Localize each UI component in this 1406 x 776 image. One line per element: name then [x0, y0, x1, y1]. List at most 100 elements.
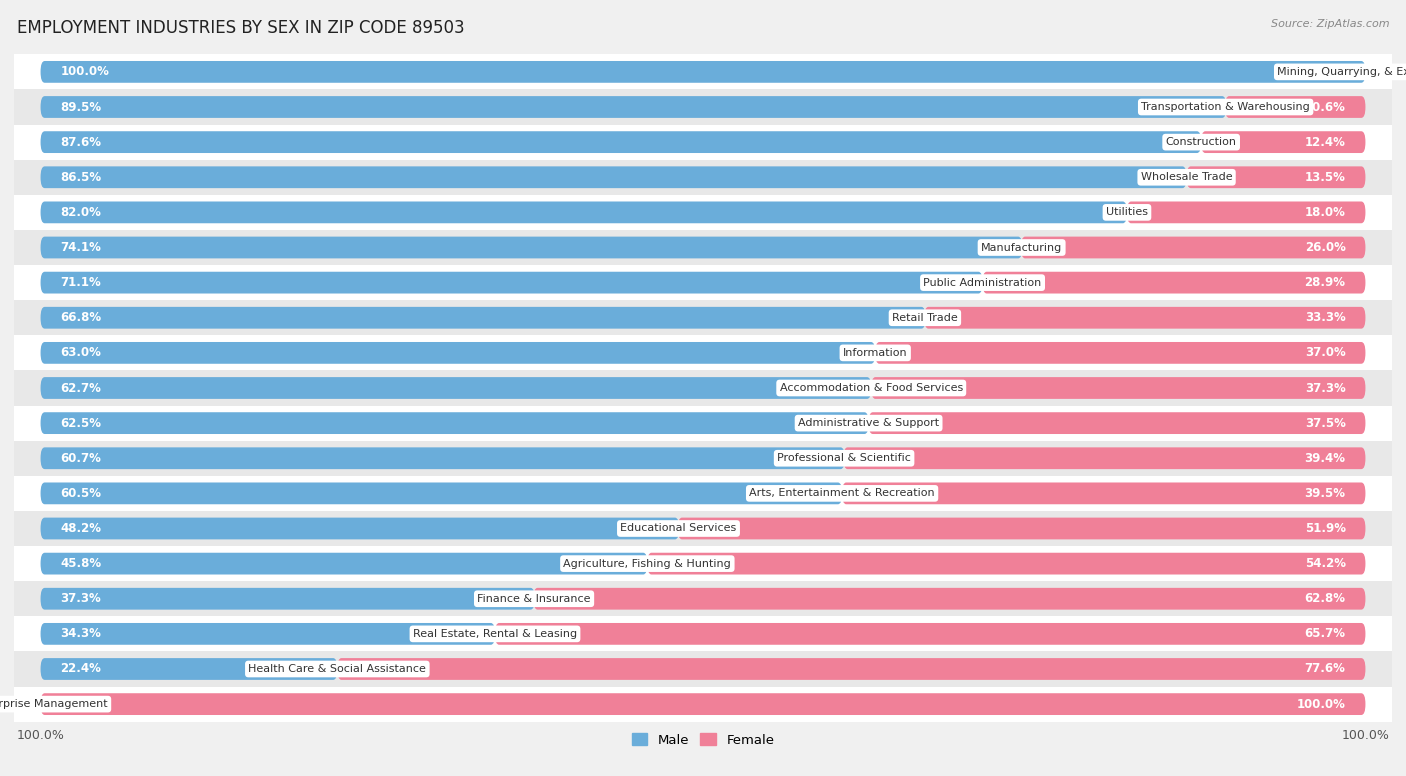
FancyBboxPatch shape [41, 518, 679, 539]
Text: 54.2%: 54.2% [1305, 557, 1346, 570]
Text: 60.7%: 60.7% [60, 452, 101, 465]
FancyBboxPatch shape [1225, 96, 1365, 118]
Text: 51.9%: 51.9% [1305, 522, 1346, 535]
Bar [14, 125, 1392, 160]
FancyBboxPatch shape [924, 307, 1365, 329]
FancyBboxPatch shape [842, 483, 1365, 504]
Text: Real Estate, Rental & Leasing: Real Estate, Rental & Leasing [413, 629, 576, 639]
FancyBboxPatch shape [1201, 131, 1365, 153]
FancyBboxPatch shape [41, 342, 876, 364]
Text: 62.5%: 62.5% [60, 417, 101, 430]
Text: EMPLOYMENT INDUSTRIES BY SEX IN ZIP CODE 89503: EMPLOYMENT INDUSTRIES BY SEX IN ZIP CODE… [17, 19, 464, 37]
Text: Source: ZipAtlas.com: Source: ZipAtlas.com [1271, 19, 1389, 29]
FancyBboxPatch shape [41, 447, 845, 469]
Text: Enterprise Management: Enterprise Management [0, 699, 108, 709]
Bar [14, 616, 1392, 651]
Text: Administrative & Support: Administrative & Support [799, 418, 939, 428]
Text: 28.9%: 28.9% [1305, 276, 1346, 289]
Text: 89.5%: 89.5% [60, 101, 101, 113]
Text: 48.2%: 48.2% [60, 522, 101, 535]
Bar [14, 651, 1392, 687]
Bar [14, 335, 1392, 370]
Text: 26.0%: 26.0% [1305, 241, 1346, 254]
Text: 18.0%: 18.0% [1305, 206, 1346, 219]
Text: 37.3%: 37.3% [1305, 382, 1346, 394]
FancyBboxPatch shape [41, 483, 842, 504]
FancyBboxPatch shape [1128, 202, 1365, 223]
Bar [14, 230, 1392, 265]
Text: 82.0%: 82.0% [60, 206, 101, 219]
Bar [14, 195, 1392, 230]
Text: Public Administration: Public Administration [924, 278, 1042, 288]
Text: Retail Trade: Retail Trade [891, 313, 957, 323]
Text: 62.7%: 62.7% [60, 382, 101, 394]
FancyBboxPatch shape [41, 307, 925, 329]
Text: 37.5%: 37.5% [1305, 417, 1346, 430]
Text: 13.5%: 13.5% [1305, 171, 1346, 184]
Text: 87.6%: 87.6% [60, 136, 101, 149]
Text: Wholesale Trade: Wholesale Trade [1140, 172, 1233, 182]
Text: Accommodation & Food Services: Accommodation & Food Services [780, 383, 963, 393]
Bar [14, 581, 1392, 616]
Bar [14, 511, 1392, 546]
Text: Educational Services: Educational Services [620, 524, 737, 533]
Text: Mining, Quarrying, & Extraction: Mining, Quarrying, & Extraction [1277, 67, 1406, 77]
Text: Manufacturing: Manufacturing [981, 243, 1063, 252]
Bar [14, 476, 1392, 511]
Text: 62.8%: 62.8% [1305, 592, 1346, 605]
Bar [14, 441, 1392, 476]
Text: 10.6%: 10.6% [1305, 101, 1346, 113]
Text: 22.4%: 22.4% [60, 663, 101, 675]
Text: 63.0%: 63.0% [60, 346, 101, 359]
Text: Transportation & Warehousing: Transportation & Warehousing [1142, 102, 1310, 112]
FancyBboxPatch shape [869, 412, 1365, 434]
FancyBboxPatch shape [41, 131, 1201, 153]
Text: 100.0%: 100.0% [60, 65, 110, 78]
Text: Utilities: Utilities [1107, 207, 1147, 217]
FancyBboxPatch shape [41, 412, 869, 434]
Text: 65.7%: 65.7% [1305, 627, 1346, 640]
FancyBboxPatch shape [533, 588, 1365, 610]
Text: 39.4%: 39.4% [1305, 452, 1346, 465]
Text: Arts, Entertainment & Recreation: Arts, Entertainment & Recreation [749, 488, 935, 498]
Bar [14, 265, 1392, 300]
Text: Professional & Scientific: Professional & Scientific [778, 453, 911, 463]
Text: 34.3%: 34.3% [60, 627, 101, 640]
Text: Construction: Construction [1166, 137, 1237, 147]
FancyBboxPatch shape [844, 447, 1365, 469]
Text: 37.3%: 37.3% [60, 592, 101, 605]
FancyBboxPatch shape [1187, 166, 1365, 188]
Text: 71.1%: 71.1% [60, 276, 101, 289]
FancyBboxPatch shape [41, 272, 983, 293]
Text: 66.8%: 66.8% [60, 311, 101, 324]
Text: 33.3%: 33.3% [1305, 311, 1346, 324]
Text: Information: Information [844, 348, 907, 358]
Bar [14, 687, 1392, 722]
FancyBboxPatch shape [41, 377, 872, 399]
FancyBboxPatch shape [41, 553, 647, 574]
FancyBboxPatch shape [41, 588, 534, 610]
Bar [14, 89, 1392, 125]
FancyBboxPatch shape [41, 96, 1226, 118]
FancyBboxPatch shape [41, 658, 337, 680]
Bar [14, 160, 1392, 195]
Text: 77.6%: 77.6% [1305, 663, 1346, 675]
Bar [14, 300, 1392, 335]
FancyBboxPatch shape [41, 693, 1365, 715]
FancyBboxPatch shape [647, 553, 1365, 574]
Text: 45.8%: 45.8% [60, 557, 101, 570]
FancyBboxPatch shape [678, 518, 1365, 539]
Bar [14, 370, 1392, 406]
Text: 60.5%: 60.5% [60, 487, 101, 500]
Bar [14, 406, 1392, 441]
FancyBboxPatch shape [41, 623, 495, 645]
Text: 86.5%: 86.5% [60, 171, 101, 184]
Bar [14, 546, 1392, 581]
FancyBboxPatch shape [337, 658, 1365, 680]
FancyBboxPatch shape [983, 272, 1365, 293]
FancyBboxPatch shape [41, 61, 1365, 83]
Text: Finance & Insurance: Finance & Insurance [477, 594, 591, 604]
FancyBboxPatch shape [41, 166, 1187, 188]
FancyBboxPatch shape [1021, 237, 1365, 258]
Legend: Male, Female: Male, Female [626, 728, 780, 752]
